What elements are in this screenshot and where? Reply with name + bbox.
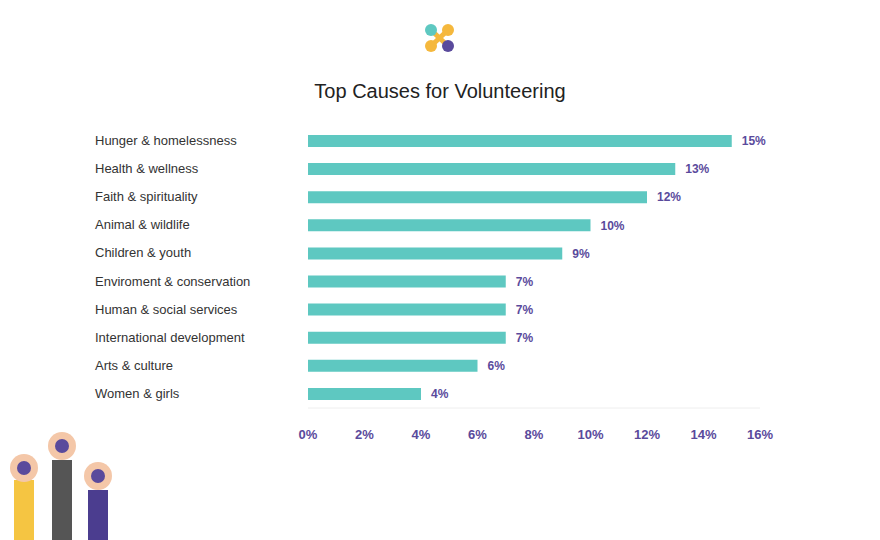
svg-text:Human & social services: Human & social services <box>95 302 238 317</box>
svg-text:Animal & wildlife: Animal & wildlife <box>95 217 190 232</box>
svg-text:Hunger & homelessness: Hunger & homelessness <box>95 133 237 148</box>
svg-text:Arts & culture: Arts & culture <box>95 358 173 373</box>
svg-text:9%: 9% <box>572 247 590 261</box>
svg-text:Health & wellness: Health & wellness <box>95 161 199 176</box>
svg-text:16%: 16% <box>747 427 773 442</box>
svg-text:12%: 12% <box>634 427 660 442</box>
svg-text:Children & youth: Children & youth <box>95 245 191 260</box>
svg-text:6%: 6% <box>488 359 506 373</box>
svg-text:14%: 14% <box>690 427 716 442</box>
svg-text:15%: 15% <box>742 134 766 148</box>
svg-text:10%: 10% <box>601 219 625 233</box>
svg-text:8%: 8% <box>525 427 544 442</box>
svg-text:0%: 0% <box>299 427 318 442</box>
svg-text:10%: 10% <box>577 427 603 442</box>
svg-text:13%: 13% <box>685 162 709 176</box>
svg-text:7%: 7% <box>516 303 534 317</box>
svg-text:4%: 4% <box>431 387 449 401</box>
svg-text:Faith & spirituality: Faith & spirituality <box>95 189 198 204</box>
svg-text:2%: 2% <box>355 427 374 442</box>
svg-text:International development: International development <box>95 330 245 345</box>
html-text:Top Causes for Volunteering: Top Causes for Volunteering <box>314 80 566 102</box>
svg-text:12%: 12% <box>657 190 681 204</box>
svg-text:Enviroment & conservation: Enviroment & conservation <box>95 274 250 289</box>
svg-text:7%: 7% <box>516 331 534 345</box>
svg-text:6%: 6% <box>468 427 487 442</box>
svg-text:Women & girls: Women & girls <box>95 386 180 401</box>
svg-text:7%: 7% <box>516 275 534 289</box>
svg-text:4%: 4% <box>412 427 431 442</box>
